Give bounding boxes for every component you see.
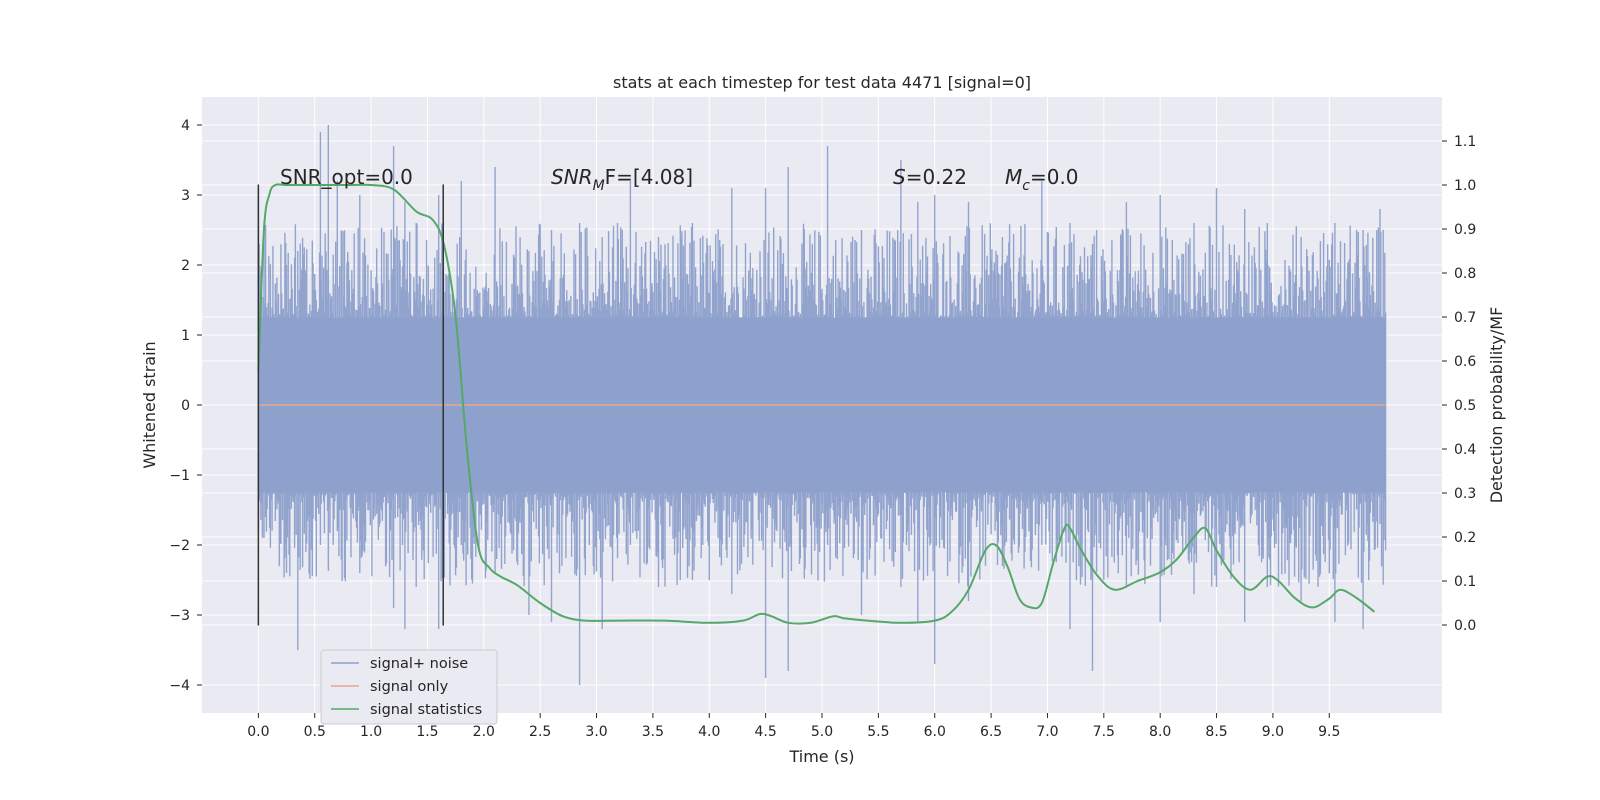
x-tick-label: 0.5 bbox=[304, 724, 326, 740]
x-tick-label: 9.5 bbox=[1318, 724, 1340, 740]
signal-statistics-line bbox=[257, 183, 1376, 625]
legend-box bbox=[320, 649, 498, 725]
y-tick-label-right: 0.8 bbox=[1454, 266, 1476, 282]
y-tick-label-right: 0.7 bbox=[1454, 310, 1476, 326]
y-tick-label-left: 0 bbox=[181, 398, 190, 414]
y-tick-label-right: 0.3 bbox=[1454, 486, 1476, 502]
x-tick-label: 5.5 bbox=[867, 724, 889, 740]
time-markers bbox=[257, 184, 444, 626]
x-tick-label: 4.0 bbox=[698, 724, 720, 740]
chart-title: stats at each timestep for test data 447… bbox=[613, 73, 1031, 92]
x-tick-label: 3.0 bbox=[585, 724, 607, 740]
x-tick-label: 1.0 bbox=[360, 724, 382, 740]
y-tick-label-right: 1.0 bbox=[1454, 178, 1476, 194]
annotation-mc: Mc=0.0 bbox=[1005, 165, 1079, 194]
y-tick-label-right: 0.6 bbox=[1454, 354, 1476, 370]
y-tick-label-left: −2 bbox=[169, 538, 190, 554]
x-tick-label: 9.0 bbox=[1262, 724, 1284, 740]
y-tick-label-left: −3 bbox=[169, 608, 190, 624]
x-tick-label: 2.0 bbox=[473, 724, 495, 740]
series-lines bbox=[257, 183, 1386, 625]
y-tick-label-right: 0.0 bbox=[1454, 618, 1476, 634]
y-tick-label-right: 0.1 bbox=[1454, 574, 1476, 590]
x-tick-label: 2.5 bbox=[529, 724, 551, 740]
annotation-snr-mf-sub: M bbox=[593, 178, 605, 194]
x-tick-label: 7.0 bbox=[1036, 724, 1058, 740]
annotation-s-rest: =0.22 bbox=[906, 165, 967, 189]
y-tick-label-right: 0.2 bbox=[1454, 530, 1476, 546]
legend-label-signal-only: signal only bbox=[370, 679, 449, 695]
x-tick-label: 8.5 bbox=[1205, 724, 1227, 740]
annotation-mc-italic: M bbox=[1005, 165, 1022, 189]
y-tick-label-left: 1 bbox=[181, 328, 190, 344]
y-tick-label-left: −4 bbox=[169, 678, 190, 694]
annotation-s: S=0.22 bbox=[893, 165, 967, 189]
annotation-snr-mf: SNRMF=[4.08] bbox=[551, 165, 693, 194]
y-tick-label-right: 1.1 bbox=[1454, 134, 1476, 150]
x-tick-label: 8.0 bbox=[1149, 724, 1171, 740]
annotation-s-italic: S bbox=[893, 165, 906, 189]
x-tick-label: 6.0 bbox=[924, 724, 946, 740]
y-axis-label-right: Detection probability/MF bbox=[1487, 307, 1506, 504]
y-tick-label-left: −1 bbox=[169, 468, 190, 484]
x-tick-label: 7.5 bbox=[1093, 724, 1115, 740]
legend-label-signal-statistics: signal statistics bbox=[370, 702, 482, 718]
annotation-snr-mf-italic: SNR bbox=[551, 165, 593, 189]
y-axis-label-left: Whitened strain bbox=[140, 341, 159, 468]
x-axis-label: Time (s) bbox=[788, 747, 854, 766]
x-tick-label: 1.5 bbox=[416, 724, 438, 740]
y-tick-label-left: 2 bbox=[181, 258, 190, 274]
y-tick-label-left: 4 bbox=[181, 118, 190, 134]
x-tick-label: 0.0 bbox=[247, 724, 269, 740]
annotation-snr-opt: SNR_opt=0.0 bbox=[280, 165, 413, 189]
x-tick-label: 5.0 bbox=[811, 724, 833, 740]
y-tick-label-left: 3 bbox=[181, 188, 190, 204]
annotation-mc-rest: =0.0 bbox=[1030, 165, 1079, 189]
axes: 0.0 0.5 1.0 1.5 2.0 2.5 3.0 3.5 4.0 4.5 5.0 5.5 6.0 6… bbox=[169, 118, 1476, 740]
x-tick-label: 6.5 bbox=[980, 724, 1002, 740]
x-tick-label: 3.5 bbox=[642, 724, 664, 740]
annotation-snr-mf-rest: F=[4.08] bbox=[605, 165, 693, 189]
legend-label-signal-noise: signal+ noise bbox=[370, 656, 468, 672]
y-tick-label-right: 0.5 bbox=[1454, 398, 1476, 414]
x-tick-label: 4.5 bbox=[755, 724, 777, 740]
legend: signal+ noise signal only signal statist… bbox=[320, 649, 498, 725]
y-tick-label-right: 0.4 bbox=[1454, 442, 1476, 458]
annotation-mc-sub: c bbox=[1022, 178, 1030, 194]
y-tick-label-right: 0.9 bbox=[1454, 222, 1476, 238]
